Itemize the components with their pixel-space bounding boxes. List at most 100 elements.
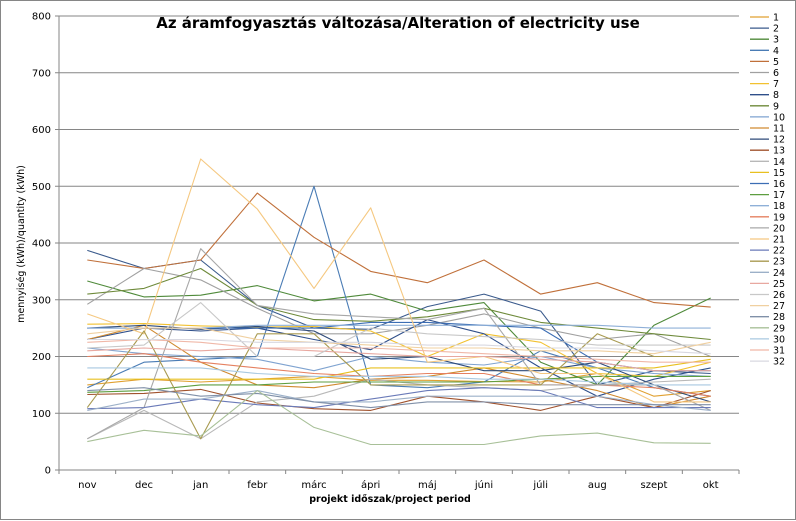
legend-label: 15 (773, 168, 785, 179)
legend-item: 17 (750, 190, 785, 201)
series-line-9 (87, 267, 711, 341)
legend-item: 18 (750, 201, 785, 212)
y-tick-label: 500 (32, 182, 51, 193)
series-line-25 (87, 347, 711, 372)
legend-label: 24 (773, 268, 785, 279)
legend-item: 12 (750, 135, 785, 146)
series-line-3 (87, 280, 711, 386)
legend-item: 5 (750, 57, 779, 68)
legend: 1234567891011121314151617181920212223242… (750, 13, 785, 368)
legend-item: 32 (750, 357, 785, 368)
legend-item: 30 (750, 334, 785, 345)
legend-label: 20 (773, 223, 785, 234)
legend-label: 32 (773, 357, 785, 368)
series-line-28 (87, 387, 711, 409)
y-tick-label: 800 (32, 12, 51, 23)
series-line-23 (86, 330, 711, 440)
legend-label: 11 (773, 124, 785, 135)
y-axis-ticks: 0 100 200 300 400 500 600 700 800 (32, 12, 59, 477)
series-line-1 (87, 372, 711, 397)
x-tick-label: júli (532, 479, 548, 491)
legend-label: 2 (773, 24, 779, 35)
x-tick-label: dec (135, 480, 153, 491)
series-line-14 (87, 378, 711, 440)
legend-label: 31 (773, 346, 785, 357)
x-tick-label: máj (418, 479, 437, 491)
gridlines (59, 15, 739, 414)
legend-label: 29 (773, 323, 785, 334)
y-tick-label: 0 (45, 466, 51, 477)
legend-item: 27 (750, 301, 785, 312)
y-tick-label: 200 (32, 352, 51, 363)
series-lines (86, 158, 711, 446)
legend-item: 1 (750, 13, 779, 24)
legend-label: 3 (773, 35, 779, 46)
legend-label: 10 (773, 112, 785, 123)
series-line-22 (87, 387, 711, 410)
series-line-26 (87, 302, 711, 358)
legend-label: 13 (773, 146, 785, 157)
legend-label: 23 (773, 257, 785, 268)
legend-label: 25 (773, 279, 785, 290)
x-tick-label: aug (588, 480, 607, 491)
legend-label: 16 (773, 179, 785, 190)
y-axis-title: mennyiség (kWh)/quantity (kWh) (16, 165, 27, 323)
x-tick-label: júni (474, 479, 493, 491)
legend-item: 4 (750, 46, 779, 57)
x-tick-label: okt (703, 480, 719, 491)
legend-label: 21 (773, 235, 785, 246)
legend-item: 26 (750, 290, 785, 301)
legend-item: 31 (750, 346, 785, 357)
legend-item: 15 (750, 168, 785, 179)
legend-label: 30 (773, 334, 785, 345)
series-line-11 (87, 324, 711, 409)
legend-item: 22 (750, 246, 785, 257)
series-line-17 (87, 375, 711, 393)
y-tick-label: 700 (32, 68, 51, 79)
series-line-20 (87, 248, 711, 440)
series-line-32 (87, 338, 711, 355)
legend-label: 22 (773, 246, 785, 257)
legend-label: 9 (773, 101, 779, 112)
x-tick-label: szept (641, 480, 668, 491)
legend-label: 26 (773, 290, 785, 301)
legend-label: 27 (773, 301, 785, 312)
legend-item: 8 (750, 90, 779, 101)
legend-item: 11 (750, 124, 785, 135)
x-tick-label: ápri (361, 479, 380, 491)
legend-item: 16 (750, 179, 785, 190)
legend-item: 2 (750, 24, 779, 35)
legend-item: 28 (750, 312, 785, 323)
legend-item: 14 (750, 157, 785, 168)
legend-item: 13 (750, 146, 785, 157)
series-line-30 (87, 367, 711, 386)
legend-label: 4 (773, 46, 779, 57)
legend-item: 19 (750, 212, 785, 223)
x-axis-ticks: nov dec jan febr márc ápri máj júni júli aug szept… (58, 470, 740, 491)
legend-item: 25 (750, 279, 785, 290)
legend-item: 7 (750, 79, 779, 90)
legend-label: 6 (773, 68, 779, 79)
y-tick-label: 300 (32, 295, 51, 306)
x-axis-title: projekt időszak/project period (309, 494, 471, 505)
legend-label: 14 (773, 157, 785, 168)
legend-label: 19 (773, 212, 785, 223)
series-line-15 (87, 358, 711, 380)
legend-label: 1 (773, 13, 779, 24)
legend-label: 28 (773, 312, 785, 323)
legend-label: 18 (773, 201, 785, 212)
legend-label: 17 (773, 190, 785, 201)
legend-label: 8 (773, 90, 779, 101)
legend-item: 29 (750, 323, 785, 334)
series-line-29 (87, 390, 711, 446)
chart-title: Az áramfogyasztás változása/Alteration o… (156, 14, 640, 32)
series-line-21 (87, 158, 711, 403)
legend-item: 10 (750, 112, 785, 123)
x-tick-label: márc (301, 479, 326, 491)
series-line-27 (87, 327, 711, 355)
series-line-6 (87, 267, 711, 358)
legend-item: 20 (750, 223, 785, 234)
legend-item: 9 (750, 101, 779, 112)
x-tick-label: jan (192, 480, 208, 491)
